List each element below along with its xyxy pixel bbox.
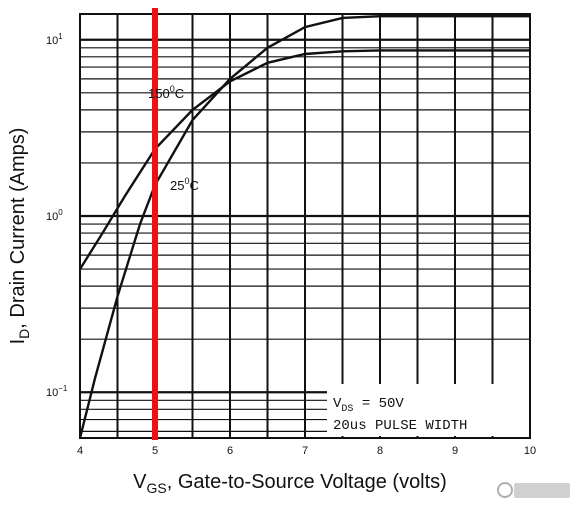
x-tick-label: 5 bbox=[152, 445, 158, 457]
series-label-150c: 1500C bbox=[148, 84, 184, 101]
y-tick-label: 100 bbox=[46, 208, 63, 223]
annotation-pulse: 20us PULSE WIDTH bbox=[333, 418, 467, 434]
tick-labels: 4 5 6 7 8 9 10 101 100 10−1 bbox=[46, 32, 536, 457]
annotation-box bbox=[327, 384, 529, 436]
x-axis-label: VGS, Gate-to-Source Voltage (volts) bbox=[133, 471, 447, 496]
x-tick-label: 10 bbox=[524, 445, 536, 457]
series-line-25c bbox=[78, 15, 530, 439]
y-tick-label: 101 bbox=[46, 32, 63, 47]
y-tick-label: 10−1 bbox=[46, 384, 68, 399]
x-tick-label: 4 bbox=[77, 445, 83, 457]
curves bbox=[78, 15, 530, 439]
x-tick-label: 6 bbox=[227, 445, 233, 457]
series-line-150c bbox=[78, 49, 530, 270]
watermark-logo bbox=[497, 482, 570, 498]
y-axis-label: ID, Drain Current (Amps) bbox=[7, 128, 32, 345]
x-tick-label: 8 bbox=[377, 445, 383, 457]
series-label-25c: 250C bbox=[170, 176, 199, 193]
x-tick-label: 7 bbox=[302, 445, 308, 457]
x-tick-label: 9 bbox=[452, 445, 458, 457]
annotation-vds: VDS = 50V bbox=[333, 396, 404, 415]
